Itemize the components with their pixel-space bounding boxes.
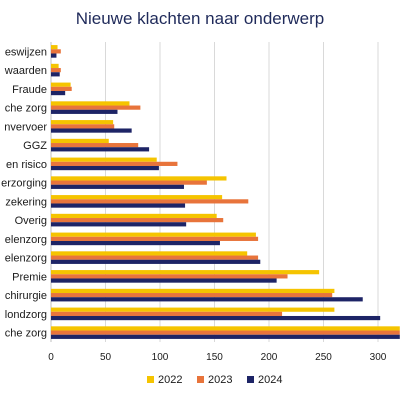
legend-swatch-2024: [247, 376, 254, 383]
bar-2023-12: [51, 274, 288, 279]
bar-2023-13: [51, 293, 333, 298]
bar-2023-3: [51, 105, 141, 110]
category-label: en risico: [6, 159, 47, 171]
bar-2024-9: [51, 222, 187, 227]
x-tick-label: 200: [261, 352, 278, 363]
category-label: nvervoer: [4, 121, 47, 133]
bar-2023-4: [51, 124, 115, 129]
category-label: elenzorg: [5, 234, 47, 246]
legend-swatch-2022: [147, 376, 154, 383]
bar-2023-7: [51, 180, 207, 185]
bar-2022-5: [51, 138, 109, 144]
bar-2024-2: [51, 90, 66, 96]
bar-2024-6: [51, 165, 159, 171]
bar-2023-10: [51, 236, 259, 241]
category-label: erzorging: [1, 178, 47, 190]
bar-2024-14: [51, 315, 381, 321]
bar-2023-5: [51, 143, 139, 148]
category-label: eswijzen: [5, 46, 47, 58]
bar-2022-10: [51, 232, 256, 237]
bar-2022-15: [51, 326, 400, 331]
category-label: chirurgie: [5, 290, 47, 302]
bar-2024-15: [51, 334, 400, 339]
bar-2024-11: [51, 259, 261, 264]
bar-2023-9: [51, 218, 224, 223]
bar-2024-8: [51, 203, 186, 208]
bars: [51, 45, 400, 339]
x-tick-label: 100: [152, 352, 169, 363]
x-tick-label: 150: [206, 352, 223, 363]
bar-2023-15: [51, 330, 400, 335]
bar-2024-3: [51, 109, 118, 114]
chart-title: Nieuwe klachten naar onderwerp: [76, 9, 325, 28]
legend-label-2022: 2022: [158, 374, 182, 386]
bar-2023-8: [51, 199, 249, 204]
legend-label-2024: 2024: [258, 374, 282, 386]
bar-2022-8: [51, 195, 223, 200]
legend-label-2023: 2023: [208, 374, 232, 386]
category-label: che zorg: [5, 328, 47, 340]
bar-2022-13: [51, 288, 335, 294]
bar-2024-1: [51, 72, 60, 77]
bar-2022-9: [51, 213, 217, 219]
bar-2022-4: [51, 120, 114, 125]
bar-2022-14: [51, 307, 335, 312]
category-label: Fraude: [12, 84, 47, 96]
category-label: elenzorg: [5, 253, 47, 265]
bar-2023-0: [51, 49, 61, 54]
bar-2022-11: [51, 251, 248, 256]
category-label: GGZ: [23, 140, 47, 152]
bar-2023-14: [51, 311, 283, 316]
bar-2024-4: [51, 128, 132, 133]
bar-2024-7: [51, 184, 184, 189]
category-label: londzorg: [5, 309, 47, 321]
bar-2023-1: [51, 68, 61, 73]
bar-2023-6: [51, 161, 178, 166]
bar-2024-10: [51, 240, 220, 246]
bar-2024-13: [51, 297, 363, 302]
x-tick-label: 0: [48, 352, 54, 363]
x-axis-ticks: 0 50 100 150 200 250 300: [48, 352, 387, 363]
category-label: Premie: [12, 271, 47, 283]
category-labels: eswijzen waarden Fraude che zorg nvervoer GGZ…: [1, 46, 47, 339]
bar-2022-0: [51, 45, 58, 50]
category-label: che zorg: [5, 103, 47, 115]
bar-2022-6: [51, 157, 157, 162]
bar-2022-1: [51, 63, 59, 69]
bar-2024-12: [51, 278, 277, 283]
x-tick-label: 50: [100, 352, 112, 363]
bar-2023-2: [51, 86, 72, 91]
category-label: zekering: [5, 196, 47, 208]
legend: 2022 2023 2024: [147, 374, 282, 386]
category-label: Overig: [15, 215, 47, 227]
bar-2022-7: [51, 176, 227, 181]
x-tick-label: 250: [315, 352, 332, 363]
bar-2022-2: [51, 82, 71, 87]
category-label: waarden: [4, 65, 47, 77]
bar-2022-3: [51, 101, 130, 106]
legend-swatch-2023: [197, 376, 204, 383]
bar-2022-12: [51, 270, 320, 275]
bar-2023-11: [51, 255, 259, 260]
x-tick-label: 300: [370, 352, 387, 363]
bar-2024-0: [51, 53, 57, 58]
bar-2024-5: [51, 147, 150, 152]
